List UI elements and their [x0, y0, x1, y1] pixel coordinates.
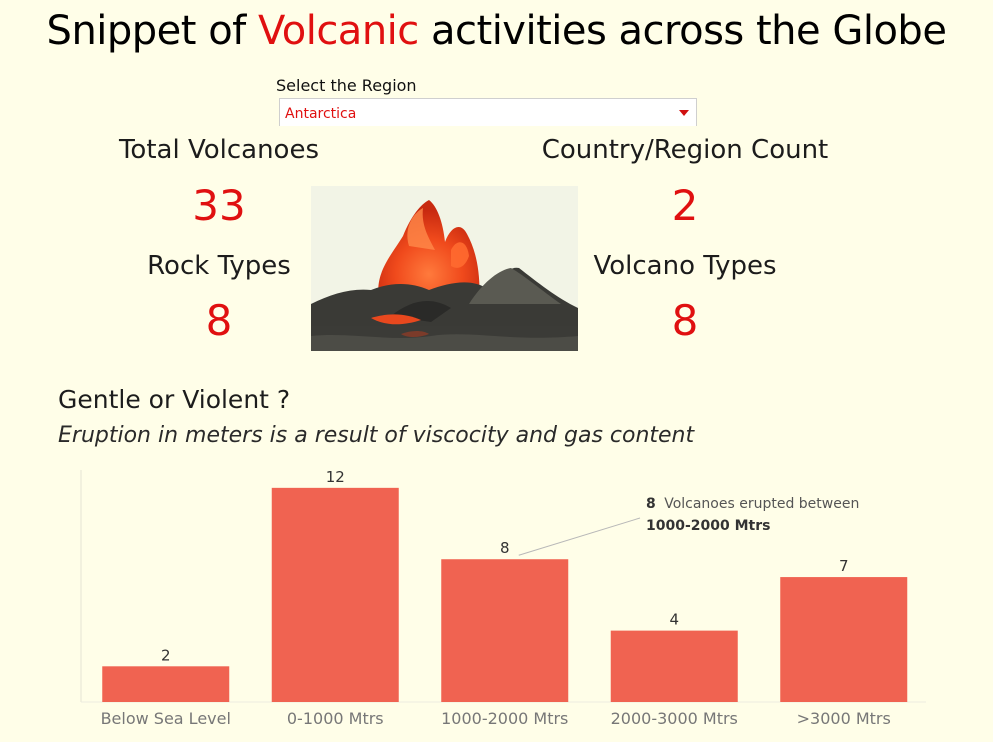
bar-0[interactable] — [102, 666, 230, 702]
title-part-1: Snippet of — [46, 8, 247, 54]
bar-value-label-2: 8 — [500, 539, 510, 557]
bar-4[interactable] — [780, 577, 908, 702]
annotation-count: 8 — [646, 496, 656, 512]
volcano-types-value: 8 — [671, 296, 699, 345]
rock-types-label: Rock Types — [147, 251, 291, 281]
bar-1[interactable] — [271, 487, 399, 702]
eruption-height-bar-chart: 2 Below Sea Level 12 0-1000 Mtrs 8 1000-2000 … — [80, 470, 926, 728]
region-select-dropdown[interactable]: Antarctica — [279, 98, 697, 126]
total-volcanoes-label: Total Volcanoes — [118, 135, 320, 165]
country-region-count-value: 2 — [671, 181, 699, 230]
region-filter-label: Select the Region — [276, 76, 417, 95]
annotation-line-2: 1000-2000 Mtrs — [646, 518, 770, 534]
region-select-value: Antarctica — [285, 106, 357, 122]
category-label-3: 2000-3000 Mtrs — [611, 709, 738, 728]
rock-types-value: 8 — [205, 296, 233, 345]
annotation-leader-line — [518, 517, 641, 556]
bar-value-label-4: 7 — [839, 557, 849, 575]
annotation-line-1: 8 Volcanoes erupted between — [646, 496, 859, 512]
annotation-text: Volcanoes erupted between — [664, 496, 859, 512]
total-volcanoes-value: 33 — [192, 181, 246, 230]
title-part-2: activities across the Globe — [431, 8, 947, 54]
country-region-count-label: Country/Region Count — [541, 135, 829, 165]
volcano-eruption-image — [311, 186, 578, 351]
bar-value-label-0: 2 — [161, 646, 171, 664]
bar-value-label-3: 4 — [669, 611, 679, 629]
bar-2[interactable] — [441, 559, 569, 702]
volcano-types-label: Volcano Types — [593, 251, 777, 281]
category-label-0: Below Sea Level — [101, 709, 231, 728]
chevron-down-icon[interactable] — [679, 110, 689, 116]
bar-value-label-1: 12 — [326, 470, 345, 486]
category-label-4: >3000 Mtrs — [797, 709, 891, 728]
category-label-1: 0-1000 Mtrs — [287, 709, 384, 728]
category-label-2: 1000-2000 Mtrs — [441, 709, 568, 728]
section-subheading: Eruption in meters is a result of viscoc… — [58, 423, 695, 448]
bar-3[interactable] — [610, 630, 738, 702]
section-heading: Gentle or Violent ? — [58, 385, 291, 414]
title-accent-word: Volcanic — [257, 8, 419, 54]
page-title: Snippet of Volcanic activities across th… — [0, 6, 993, 56]
